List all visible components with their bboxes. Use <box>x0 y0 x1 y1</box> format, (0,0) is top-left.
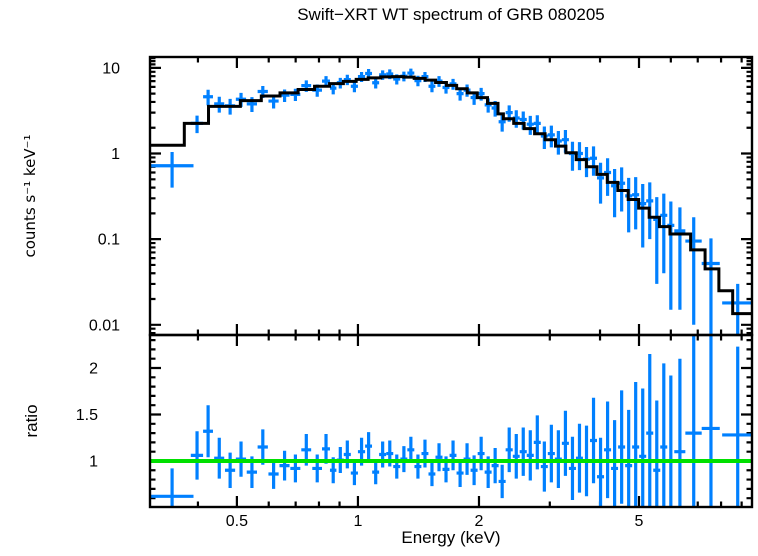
model-line <box>150 75 752 316</box>
ratio-data-points <box>150 335 752 507</box>
spectrum-y-tick-label: 0.1 <box>98 232 120 249</box>
x-tick-label: 0.5 <box>226 513 248 530</box>
spectrum-y-tick-label: 0.01 <box>89 317 120 334</box>
chart-title: Swift−XRT WT spectrum of GRB 080205 <box>297 5 605 24</box>
x-tick-label: 1 <box>353 513 362 530</box>
ratio-y-axis-label: ratio <box>22 404 41 438</box>
x-tick-label: 5 <box>635 513 644 530</box>
spectrum-y-axis-label: counts s⁻¹ keV⁻¹ <box>21 134 39 258</box>
ratio-y-tick-label: 1.5 <box>76 407 98 424</box>
spectrum-y-tick-label: 1 <box>111 146 120 163</box>
x-tick-label: 2 <box>475 513 484 530</box>
x-axis-label: Energy (keV) <box>401 528 501 547</box>
spectrum-data-points <box>150 68 752 335</box>
ratio-y-tick-label: 2 <box>89 361 98 378</box>
ratio-y-tick-label: 1 <box>89 453 98 470</box>
ratio-panel-frame <box>148 333 754 509</box>
spectrum-y-tick-label: 10 <box>102 60 120 77</box>
axis-ticks <box>150 57 752 507</box>
